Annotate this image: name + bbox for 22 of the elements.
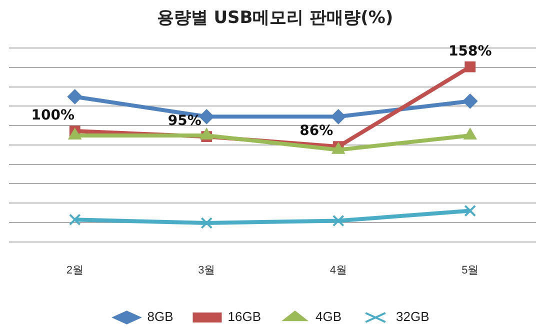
x-tick-label: 5월	[462, 264, 479, 276]
data-label: 158%	[448, 43, 492, 60]
legend-label: 8GB	[147, 309, 174, 324]
point	[67, 89, 82, 104]
point	[199, 109, 214, 124]
legend-label: 32GB	[396, 309, 430, 324]
point	[464, 204, 476, 217]
point	[330, 109, 346, 124]
x-tick-label: 3월	[198, 264, 216, 276]
point	[464, 61, 476, 72]
data-label: 100%	[31, 108, 75, 124]
point	[462, 94, 478, 109]
point	[200, 217, 213, 229]
x-tick-label: 2월	[66, 264, 84, 276]
data-label: 86%	[300, 123, 334, 140]
data-label: 95%	[168, 113, 202, 130]
point	[332, 214, 344, 227]
legend-label: 4GB	[316, 309, 342, 324]
point	[68, 214, 81, 226]
chart-title: 용량별 USB메모리 판매량(%)	[156, 7, 394, 29]
x-tick-label: 4월	[330, 264, 347, 276]
legend-label: 16GB	[228, 309, 262, 324]
